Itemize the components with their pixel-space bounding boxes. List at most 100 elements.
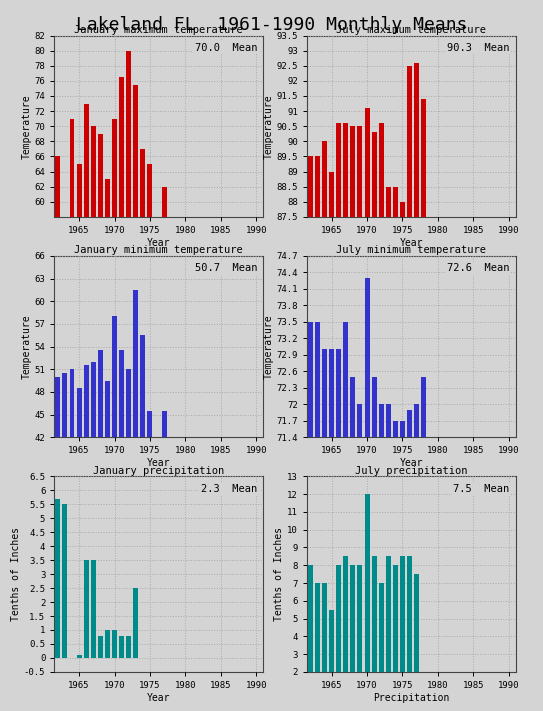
Bar [98, 351, 103, 437]
Title: January precipitation: January precipitation [93, 466, 224, 476]
Y-axis label: Temperature: Temperature [263, 314, 274, 379]
Bar [308, 156, 313, 217]
Bar [308, 322, 313, 437]
Bar [322, 141, 327, 217]
Bar [141, 149, 146, 217]
Bar [350, 377, 355, 437]
Bar [393, 187, 398, 217]
Bar [386, 556, 391, 707]
Bar [315, 322, 320, 437]
Text: 72.6  Mean: 72.6 Mean [447, 263, 509, 273]
Bar [48, 380, 53, 437]
Bar [48, 134, 53, 217]
Bar [112, 316, 117, 437]
Bar [371, 377, 377, 437]
Bar [91, 127, 96, 217]
Bar [112, 630, 117, 658]
Bar [148, 164, 153, 217]
Bar [141, 336, 146, 437]
Bar [162, 411, 167, 437]
Bar [91, 362, 96, 437]
Title: January maximum temperature: January maximum temperature [74, 25, 243, 35]
Bar [105, 630, 110, 658]
Bar [329, 349, 334, 437]
Bar [301, 349, 306, 437]
Bar [62, 373, 67, 437]
Bar [407, 66, 412, 217]
Bar [400, 556, 405, 707]
Bar [414, 405, 419, 437]
Y-axis label: Tenths of Inches: Tenths of Inches [274, 527, 284, 621]
Bar [343, 322, 348, 437]
Text: 70.0  Mean: 70.0 Mean [194, 43, 257, 53]
Bar [336, 565, 341, 707]
Bar [112, 119, 117, 217]
Bar [126, 636, 131, 658]
Bar [322, 583, 327, 707]
Bar [414, 574, 419, 707]
Bar [315, 583, 320, 707]
Text: Lakeland FL  1961-1990 Monthly Means: Lakeland FL 1961-1990 Monthly Means [76, 16, 467, 33]
Y-axis label: Tenths of Inches: Tenths of Inches [11, 527, 21, 621]
Bar [336, 123, 341, 217]
Y-axis label: Temperature: Temperature [263, 94, 274, 159]
Title: January minimum temperature: January minimum temperature [74, 245, 243, 255]
Bar [421, 377, 426, 437]
Bar [55, 498, 60, 658]
X-axis label: Year: Year [147, 693, 171, 702]
Bar [315, 156, 320, 217]
Bar [407, 410, 412, 437]
Bar [386, 405, 391, 437]
Bar [134, 290, 138, 437]
Text: 50.7  Mean: 50.7 Mean [194, 263, 257, 273]
Bar [364, 108, 370, 217]
Bar [378, 583, 384, 707]
Bar [77, 164, 81, 217]
X-axis label: Year: Year [400, 237, 423, 247]
Bar [308, 565, 313, 707]
Bar [407, 556, 412, 707]
Bar [301, 127, 306, 217]
Bar [371, 132, 377, 217]
Bar [393, 565, 398, 707]
Bar [119, 77, 124, 217]
Bar [98, 134, 103, 217]
Bar [148, 411, 153, 437]
Bar [364, 278, 370, 437]
Bar [126, 369, 131, 437]
Bar [301, 583, 306, 707]
Bar [134, 85, 138, 217]
Bar [84, 104, 89, 217]
X-axis label: Year: Year [147, 237, 171, 247]
Bar [119, 351, 124, 437]
Bar [364, 494, 370, 707]
Bar [350, 565, 355, 707]
Bar [77, 388, 81, 437]
Text: 7.5  Mean: 7.5 Mean [453, 484, 509, 494]
Bar [329, 171, 334, 217]
Bar [350, 127, 355, 217]
Bar [386, 187, 391, 217]
X-axis label: Year: Year [147, 458, 171, 468]
Bar [105, 380, 110, 437]
Bar [162, 186, 167, 217]
Bar [336, 349, 341, 437]
Bar [357, 127, 362, 217]
Bar [119, 636, 124, 658]
Bar [357, 405, 362, 437]
Bar [378, 123, 384, 217]
Bar [62, 504, 67, 658]
Bar [84, 365, 89, 437]
Bar [357, 565, 362, 707]
Bar [134, 588, 138, 658]
X-axis label: Year: Year [400, 458, 423, 468]
Bar [84, 560, 89, 658]
Bar [322, 349, 327, 437]
Text: 2.3  Mean: 2.3 Mean [201, 484, 257, 494]
Bar [343, 123, 348, 217]
Bar [55, 377, 60, 437]
Bar [70, 119, 74, 217]
Bar [421, 99, 426, 217]
Bar [48, 588, 53, 658]
Bar [400, 202, 405, 217]
